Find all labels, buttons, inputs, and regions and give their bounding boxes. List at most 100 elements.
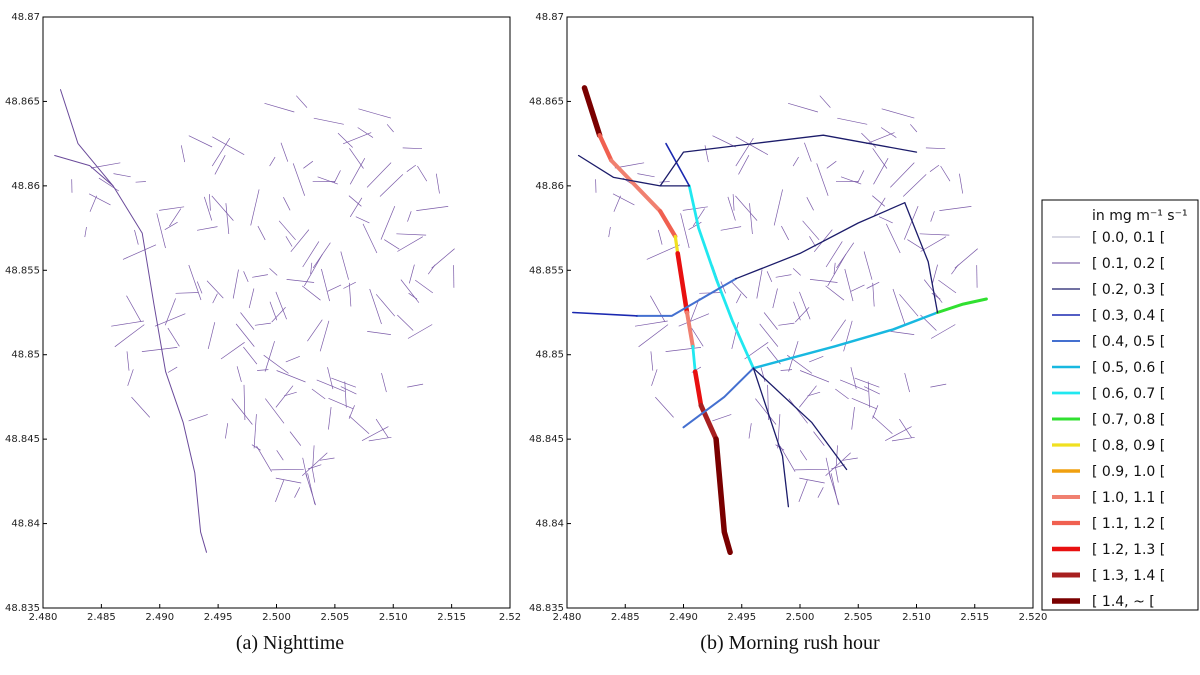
street-segment: [134, 229, 139, 245]
street-segment: [319, 457, 335, 461]
y-tick-label: 48.845: [529, 434, 564, 445]
emission-road-segment: [675, 251, 690, 315]
street-segment: [837, 117, 868, 125]
street-segment: [355, 216, 370, 224]
y-tick-label: 48.865: [5, 96, 40, 107]
street-segment: [788, 398, 808, 424]
street-segment: [938, 279, 957, 294]
street-segment: [802, 220, 820, 241]
street-segment: [665, 347, 702, 352]
street-segment: [799, 477, 825, 484]
street-segment: [407, 383, 424, 388]
emission-road-segment: [685, 310, 695, 349]
street-segment: [275, 291, 287, 320]
street-segment: [135, 181, 146, 183]
street-segment: [735, 136, 769, 156]
street-segment: [257, 369, 269, 371]
street-segment: [384, 239, 400, 250]
street-segment: [920, 236, 947, 252]
emission-road-segment: [572, 311, 638, 317]
emission-road-segment: [692, 369, 704, 408]
x-tick-label: 2.485: [87, 612, 116, 623]
street-segment: [651, 369, 658, 386]
street-segment: [243, 271, 249, 283]
street-segment: [850, 284, 865, 292]
emission-road-segment: [673, 234, 680, 255]
y-tick-label: 48.84: [11, 519, 40, 530]
street-segment: [613, 195, 621, 212]
street-segment: [929, 164, 940, 172]
street-segment: [634, 320, 668, 327]
street-segment: [414, 279, 434, 294]
street-segment: [317, 176, 338, 185]
street-segment: [819, 95, 831, 108]
street-segment: [760, 366, 766, 382]
street-segment: [939, 206, 972, 211]
x-tick-label: 2.495: [204, 612, 233, 623]
x-tick-label: 2.515: [437, 612, 466, 623]
street-segment: [367, 331, 391, 335]
street-segment: [910, 124, 918, 133]
street-segment: [340, 386, 357, 395]
street-segment: [692, 208, 705, 227]
street-segment: [292, 163, 306, 196]
street-segment: [290, 229, 310, 253]
legend-box: [1041, 199, 1199, 611]
street-segment: [817, 487, 824, 498]
street-segment: [880, 127, 897, 138]
street-segment: [809, 355, 824, 363]
legend-entry-label: [ 0.0, 0.1 [: [1092, 230, 1165, 246]
legend-entry-label: [ 1.1, 1.2 [: [1092, 516, 1165, 532]
y-tick-label: 48.85: [535, 350, 564, 361]
street-segment: [720, 281, 726, 294]
street-segment: [830, 473, 839, 505]
street-segment: [833, 262, 836, 275]
street-segment: [612, 193, 635, 206]
street-segment: [296, 95, 308, 108]
street-segment: [375, 294, 396, 317]
street-segment: [680, 213, 690, 249]
street-segment: [712, 414, 732, 422]
street-segment: [269, 156, 276, 167]
street-segment: [861, 132, 877, 148]
street-segment: [111, 320, 144, 327]
street-segment: [873, 158, 889, 185]
street-segment: [904, 373, 910, 393]
legend-entry-label: [ 1.4, ~ [: [1092, 594, 1155, 610]
street-segment: [678, 313, 710, 327]
street-segment: [735, 138, 754, 167]
street-segment: [885, 223, 901, 254]
emission-road-segment: [659, 134, 918, 187]
street-segment: [872, 282, 875, 307]
street-segment: [321, 268, 330, 302]
street-segment: [773, 189, 783, 226]
street-segment: [854, 377, 880, 388]
y-tick-label: 48.855: [529, 265, 564, 276]
street-segment: [84, 226, 87, 238]
street-segment: [211, 138, 231, 167]
street-segment: [899, 418, 912, 438]
street-segment: [397, 236, 423, 252]
y-tick-label: 48.85: [11, 350, 40, 361]
street-segment: [276, 450, 284, 461]
street-segment: [251, 444, 261, 451]
street-segment: [907, 239, 923, 250]
street-segment: [735, 195, 758, 221]
street-segment: [878, 216, 893, 224]
street-segment: [89, 195, 98, 212]
street-segment: [126, 351, 130, 371]
x-tick-label: 2.505: [844, 612, 873, 623]
street-segment: [396, 233, 427, 236]
street-segment: [303, 253, 323, 287]
street-segment: [772, 288, 778, 309]
street-segment: [188, 264, 202, 301]
street-segment: [775, 274, 792, 278]
street-segment: [902, 174, 927, 197]
emission-road-segment: [609, 158, 663, 214]
street-segment: [254, 322, 271, 326]
street-segment: [809, 279, 838, 283]
street-segment: [232, 269, 239, 299]
street-segment: [872, 148, 888, 169]
y-tick-label: 48.855: [5, 265, 40, 276]
